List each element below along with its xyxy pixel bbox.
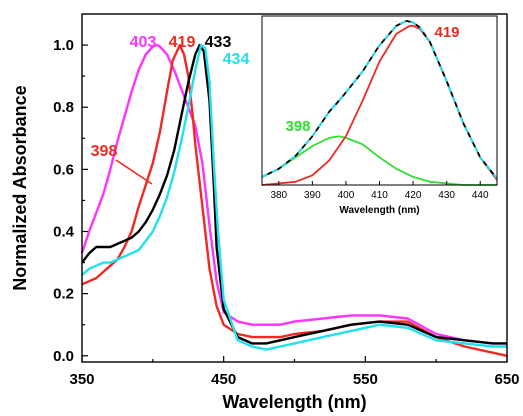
x-tick-label: 350 [69, 371, 94, 388]
y-tick-label: 0.0 [53, 348, 74, 365]
inset-background [262, 16, 497, 185]
x-tick-label: 450 [211, 371, 236, 388]
inset-x-tick-label: 410 [371, 190, 388, 201]
inset-x-tick-label: 440 [472, 190, 489, 201]
x-tick-label: 650 [494, 371, 519, 388]
inset-x-axis-title: Wavelength (nm) [339, 205, 419, 216]
main-plot: 350 450 550 650 0.0 0.2 0.4 0.6 0.8 1.0 Wavelength… [10, 13, 520, 412]
y-tick-label: 0.8 [53, 99, 74, 116]
peak-label-434: 434 [223, 51, 250, 68]
inset-peak-label-419: 419 [434, 24, 459, 41]
peak-label-398: 398 [91, 143, 118, 160]
inset-plot: 380 390 400 410 420 430 440 Wavelength (nm) 398 4… [261, 15, 498, 216]
y-tick-label: 1.0 [53, 37, 74, 54]
peak-label-419: 419 [169, 34, 196, 51]
y-tick-label: 0.2 [53, 286, 74, 303]
inset-x-tick-label: 420 [405, 190, 422, 201]
inset-398-component-line [261, 135, 497, 186]
cyan-series-line [81, 43, 507, 351]
peak-label-433: 433 [205, 34, 232, 51]
peak-398-pointer [115, 159, 153, 185]
inset-fit-sum-line [261, 19, 498, 180]
inset-x-tick-label: 380 [270, 190, 287, 201]
inset-x-tick-label: 430 [438, 190, 455, 201]
black-series-line [81, 43, 507, 345]
x-tick-label: 550 [353, 371, 378, 388]
peak-label-403: 403 [130, 34, 157, 51]
y-tick-label: 0.4 [53, 224, 75, 241]
magenta-series-line [80, 43, 507, 345]
inset-peak-label-398: 398 [285, 118, 310, 135]
y-axis-title: Normalized Absorbance [10, 85, 30, 290]
inset-x-tick-label: 390 [304, 190, 321, 201]
x-axis-title: Wavelength (nm) [222, 392, 366, 412]
y-tick-label: 0.6 [53, 161, 74, 178]
inset-x-tick-label: 400 [338, 190, 355, 201]
